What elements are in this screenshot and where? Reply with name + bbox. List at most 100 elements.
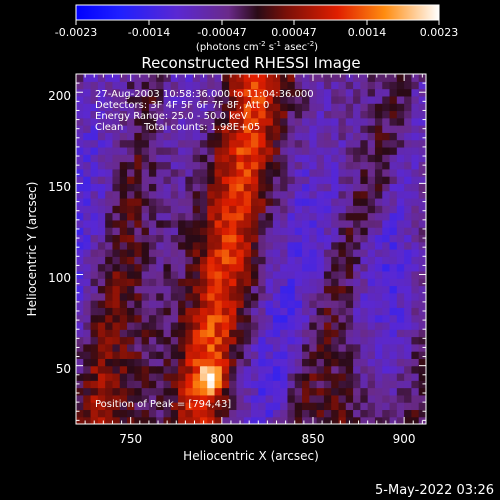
heatmap-cell bbox=[272, 365, 281, 374]
heatmap-cell bbox=[170, 329, 179, 338]
heatmap-cell bbox=[185, 380, 194, 389]
heatmap-cell bbox=[76, 132, 84, 141]
heatmap-cell bbox=[360, 372, 369, 381]
heatmap-cell bbox=[338, 307, 347, 316]
heatmap-cell bbox=[287, 314, 296, 323]
heatmap-cell bbox=[367, 387, 376, 396]
heatmap-cell bbox=[192, 300, 201, 308]
heatmap-cell bbox=[294, 329, 303, 338]
heatmap-cell bbox=[411, 394, 420, 403]
heatmap-cell bbox=[367, 343, 376, 352]
heatmap-cell bbox=[112, 212, 121, 221]
heatmap-cell bbox=[134, 402, 143, 411]
heatmap-cell bbox=[338, 263, 347, 272]
heatmap-cell bbox=[294, 241, 303, 250]
heatmap-cell bbox=[105, 365, 114, 374]
heatmap-cell bbox=[236, 270, 245, 279]
heatmap-cell bbox=[323, 81, 332, 90]
heatmap-cell bbox=[404, 300, 413, 308]
heatmap-cell bbox=[221, 234, 230, 243]
heatmap-cell bbox=[287, 387, 296, 396]
heatmap-cell bbox=[76, 351, 84, 359]
heatmap-cell bbox=[90, 256, 99, 265]
heatmap-cell bbox=[105, 81, 114, 90]
heatmap-cell bbox=[258, 249, 267, 257]
heatmap-cell bbox=[207, 103, 216, 112]
heatmap-cell bbox=[148, 81, 157, 90]
heatmap-cell bbox=[316, 117, 325, 126]
heatmap-cell bbox=[367, 300, 376, 308]
heatmap-cell bbox=[294, 161, 303, 170]
heatmap-cell bbox=[127, 154, 135, 163]
heatmap-cell bbox=[287, 117, 296, 126]
heatmap-cell bbox=[309, 161, 318, 170]
heatmap-cell bbox=[141, 154, 150, 163]
heatmap-cell bbox=[148, 176, 157, 184]
heatmap-cell bbox=[389, 278, 398, 287]
heatmap-cell bbox=[345, 380, 354, 389]
heatmap-cell bbox=[280, 270, 289, 279]
heatmap-cell bbox=[134, 292, 143, 301]
heatmap-cell bbox=[338, 278, 347, 287]
heatmap-cell bbox=[76, 321, 84, 330]
heatmap-cell bbox=[97, 285, 106, 294]
heatmap-cell bbox=[287, 241, 296, 250]
heatmap-cell bbox=[199, 110, 208, 119]
heatmap-cell bbox=[265, 197, 274, 206]
heatmap-cell bbox=[302, 292, 310, 301]
heatmap-cell bbox=[374, 256, 383, 265]
heatmap-cell bbox=[156, 197, 165, 206]
heatmap-cell bbox=[156, 212, 165, 221]
heatmap-cell bbox=[192, 161, 201, 170]
heatmap-cell bbox=[185, 314, 194, 323]
heatmap-cell bbox=[221, 205, 230, 214]
heatmap-cell bbox=[418, 197, 426, 206]
heatmap-cell bbox=[214, 300, 223, 308]
heatmap-cell bbox=[199, 409, 208, 418]
heatmap-cell bbox=[309, 95, 318, 104]
heatmap-cell bbox=[141, 117, 150, 126]
heatmap-cell bbox=[251, 351, 259, 359]
heatmap-cell bbox=[338, 161, 347, 170]
heatmap-cell bbox=[396, 365, 405, 374]
heatmap-cell bbox=[272, 190, 281, 199]
heatmap-cell bbox=[221, 110, 230, 119]
heatmap-cell bbox=[192, 154, 201, 163]
heatmap-cell bbox=[367, 380, 376, 389]
plot-frame bbox=[75, 73, 427, 425]
heatmap-cell bbox=[83, 292, 92, 301]
heatmap-cell bbox=[199, 387, 208, 396]
heatmap-cell bbox=[141, 402, 150, 411]
heatmap-cell bbox=[294, 146, 303, 155]
heatmap-cell bbox=[148, 372, 157, 381]
heatmap-cell bbox=[83, 394, 92, 403]
heatmap-cell bbox=[367, 176, 376, 184]
annotation-time-range: 27-Aug-2003 10:58:36.000 to 11:04:36.000 bbox=[95, 89, 314, 100]
heatmap-cell bbox=[302, 263, 310, 272]
heatmap-cell bbox=[353, 88, 361, 97]
heatmap-cell bbox=[229, 241, 238, 250]
heatmap-cell bbox=[411, 161, 420, 170]
heatmap-cell bbox=[170, 402, 179, 411]
heatmap-cell bbox=[141, 394, 150, 403]
heatmap-cell bbox=[302, 139, 310, 148]
heatmap-cell bbox=[418, 402, 426, 411]
heatmap-cell bbox=[243, 256, 252, 265]
heatmap-cell bbox=[258, 154, 267, 163]
heatmap-cell bbox=[148, 314, 157, 323]
heatmap-cell bbox=[382, 285, 391, 294]
heatmap-cell bbox=[345, 387, 354, 396]
heatmap-cell bbox=[156, 351, 165, 359]
heatmap-cell bbox=[119, 95, 128, 104]
heatmap-cell bbox=[331, 402, 340, 411]
heatmap-cell bbox=[258, 74, 267, 82]
heatmap-cell bbox=[148, 103, 157, 112]
heatmap-cell bbox=[389, 416, 398, 424]
heatmap-cell bbox=[185, 351, 194, 359]
heatmap-cell bbox=[236, 205, 245, 214]
heatmap-cell bbox=[156, 95, 165, 104]
heatmap-cell bbox=[97, 197, 106, 206]
heatmap-cell bbox=[367, 241, 376, 250]
heatmap-cell bbox=[374, 300, 383, 308]
heatmap-cell bbox=[97, 103, 106, 112]
